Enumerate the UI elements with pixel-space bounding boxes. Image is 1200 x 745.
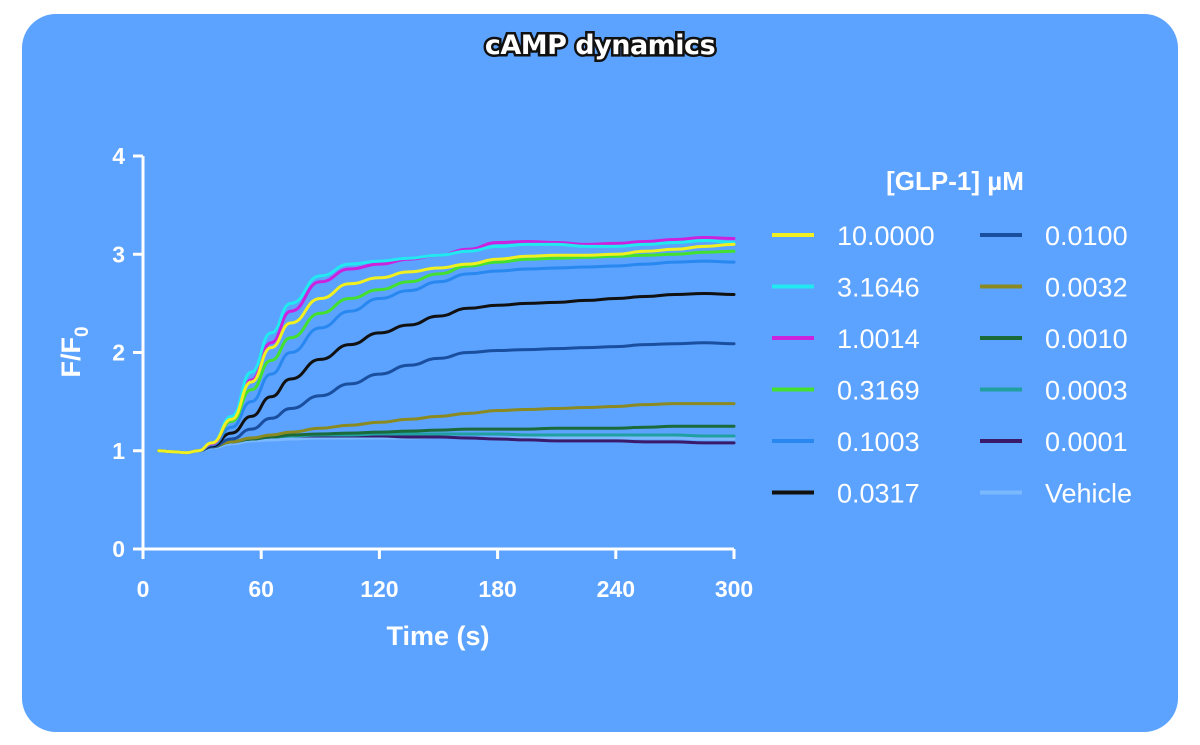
y-tick-label: 2 [112, 340, 125, 366]
legend-label: 0.3169 [837, 376, 920, 406]
y-axis-title-subscript: 0 [72, 326, 93, 337]
legend-label: 10.0000 [837, 221, 935, 251]
x-axis-title: Time (s) [386, 621, 489, 651]
x-tick-label: 60 [248, 576, 274, 602]
legend: 10.0000 3.1646 1.0014 0.3169 0.1003 0.0317 0.0… [772, 221, 1132, 509]
chart-card [22, 14, 1178, 732]
legend-label: 0.0010 [1045, 324, 1128, 354]
legend-title: [GLP-1] µM [886, 166, 1024, 196]
series-line-10-0000 [157, 242, 736, 455]
legend-label: 0.1003 [837, 427, 920, 457]
x-tick-label: 120 [360, 576, 398, 602]
plot-lines [157, 236, 736, 455]
legend-label: 0.0001 [1045, 427, 1128, 457]
legend-label: 0.0032 [1045, 273, 1128, 303]
legend-label: 1.0014 [837, 324, 920, 354]
x-tick-label: 300 [715, 576, 753, 602]
chart-title: cAMP dynamics [482, 28, 718, 64]
y-ticks: 0 1 2 3 4 [112, 143, 143, 562]
y-tick-label: 4 [112, 143, 125, 169]
legend-label: 0.0003 [1045, 376, 1128, 406]
legend-label: 0.0100 [1045, 221, 1128, 251]
legend-label: 0.0317 [837, 479, 920, 509]
y-tick-label: 3 [112, 241, 125, 267]
x-tick-label: 0 [137, 576, 150, 602]
y-tick-label: 1 [112, 438, 125, 464]
y-tick-label: 0 [112, 536, 125, 562]
x-tick-label: 240 [597, 576, 635, 602]
x-tick-label: 180 [478, 576, 516, 602]
axes: 0 1 2 3 4 0 60 120 180 240 300 [112, 143, 753, 602]
y-axis-title-main: F/F [56, 337, 86, 378]
y-axis-title: F/F0 [56, 326, 93, 377]
x-ticks: 0 60 120 180 240 300 [137, 549, 753, 602]
legend-label: Vehicle [1045, 479, 1132, 509]
legend-label: 3.1646 [837, 273, 920, 303]
